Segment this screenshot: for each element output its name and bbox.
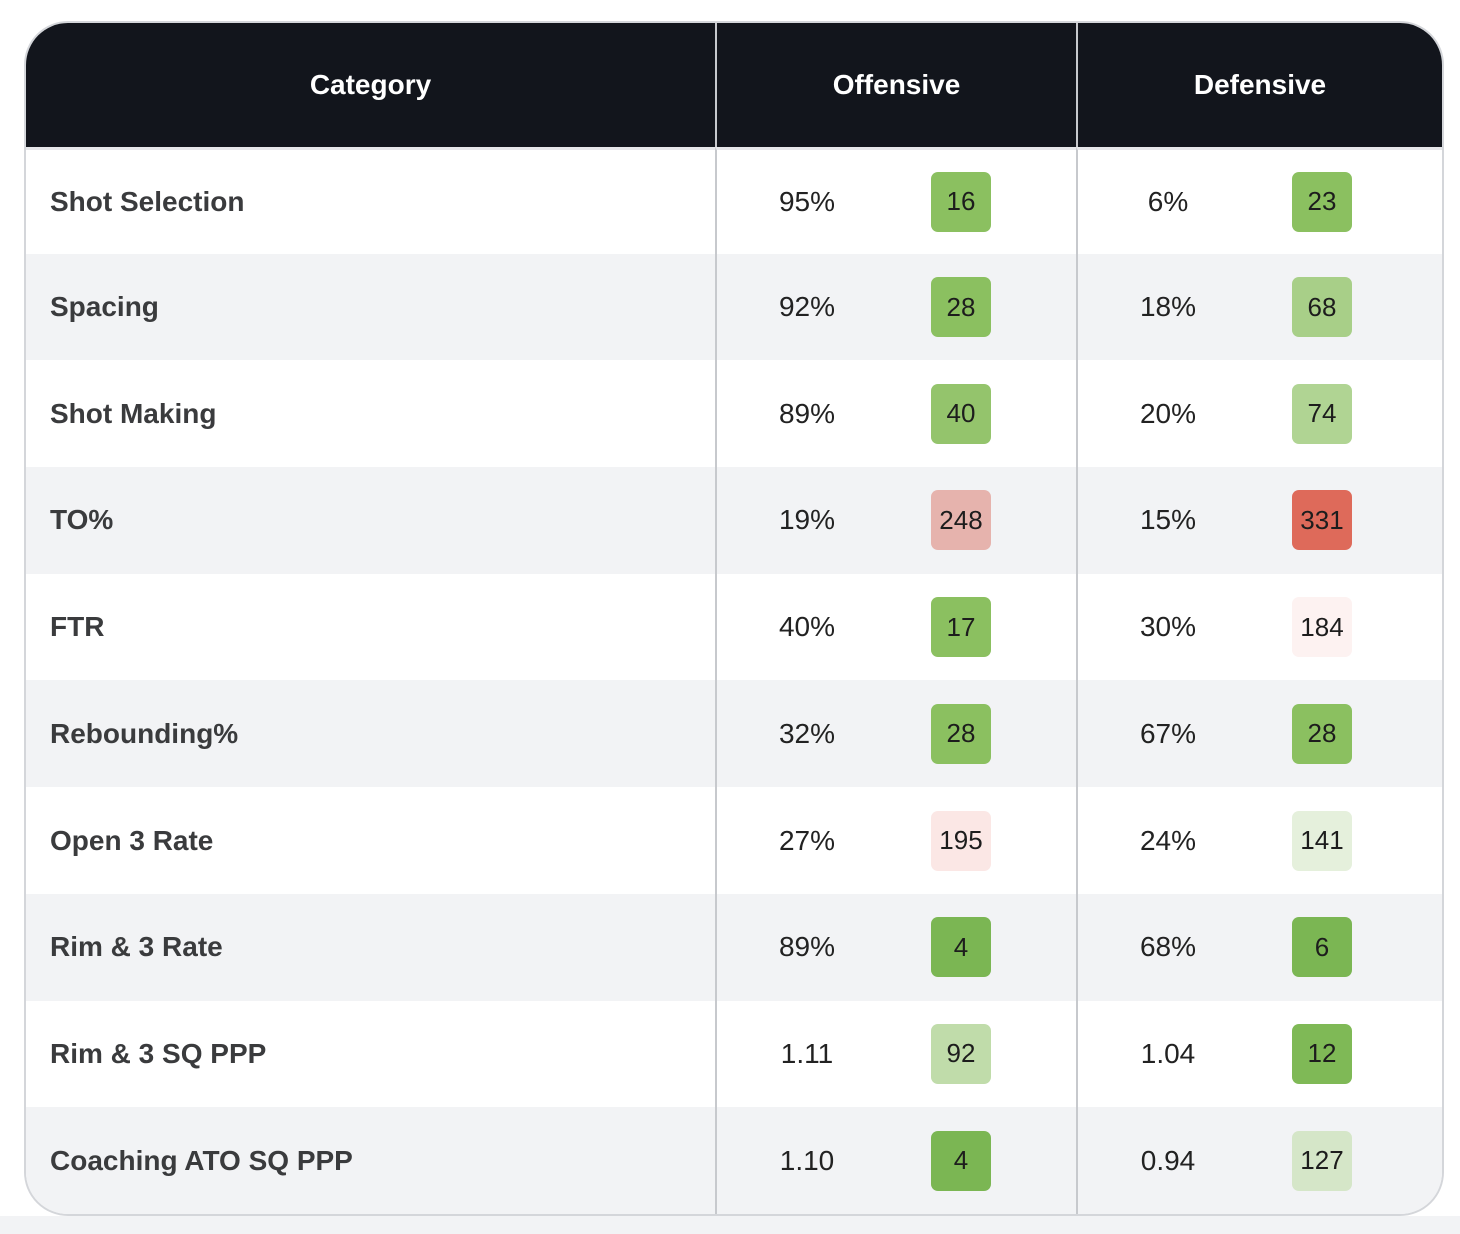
category-text: Rim & 3 Rate — [50, 931, 223, 963]
offensive-rank-badge: 248 — [931, 490, 991, 551]
offensive-rank-badge: 40 — [931, 383, 991, 444]
defensive-value: 1.04 — [1140, 1037, 1196, 1069]
category-label: Open 3 Rate — [26, 787, 715, 894]
offensive-cell: 32% 28 — [715, 680, 1076, 788]
stats-table: Category Offensive Defensive Shot Select… — [26, 23, 1442, 1214]
category-text: Spacing — [50, 291, 159, 323]
category-text: Rim & 3 SQ PPP — [50, 1037, 267, 1069]
defensive-rank-badge: 28 — [1292, 703, 1352, 764]
category-text: Shot Selection — [50, 185, 245, 217]
defensive-rank-badge: 184 — [1292, 597, 1352, 658]
defensive-rank-badge: 23 — [1292, 171, 1352, 232]
category-label: Rim & 3 SQ PPP — [26, 1001, 715, 1108]
offensive-value: 89% — [778, 931, 836, 963]
offensive-value: 1.11 — [780, 1037, 834, 1069]
offensive-cell: 1.11 92 — [715, 1000, 1076, 1108]
category-text: FTR — [50, 611, 105, 643]
defensive-value: 67% — [1139, 717, 1197, 749]
defensive-rank-badge: 6 — [1292, 917, 1352, 978]
defensive-cell: 67% 28 — [1076, 680, 1442, 788]
offensive-rank-badge: 28 — [931, 703, 991, 764]
defensive-cell: 30% 184 — [1076, 573, 1442, 681]
category-label: Rim & 3 Rate — [26, 893, 715, 1001]
offensive-cell: 40% 17 — [715, 573, 1076, 681]
defensive-rank-badge: 141 — [1292, 810, 1352, 871]
defensive-value: 15% — [1139, 504, 1197, 536]
category-text: TO% — [50, 504, 114, 536]
category-label: Shot Making — [26, 360, 715, 467]
defensive-value: 68% — [1139, 931, 1197, 963]
category-text: Shot Making — [50, 397, 217, 429]
defensive-rank-badge: 331 — [1292, 490, 1352, 551]
defensive-rank-badge: 68 — [1292, 277, 1352, 338]
category-text: Rebounding% — [50, 717, 239, 749]
category-label: Spacing — [26, 253, 715, 361]
category-label: Coaching ATO SQ PPP — [26, 1107, 715, 1214]
defensive-cell: 6% 23 — [1076, 147, 1442, 254]
category-label: Shot Selection — [26, 147, 715, 254]
defensive-value: 18% — [1139, 291, 1197, 323]
header-category[interactable]: Category — [26, 23, 715, 147]
header-offensive[interactable]: Offensive — [715, 23, 1076, 147]
offensive-cell: 95% 16 — [715, 147, 1076, 254]
offensive-rank-badge: 16 — [931, 171, 991, 232]
defensive-value: 20% — [1139, 397, 1197, 429]
defensive-rank-badge: 127 — [1292, 1130, 1352, 1191]
offensive-cell: 27% 195 — [715, 787, 1076, 894]
offensive-value: 32% — [778, 717, 836, 749]
offensive-value: 92% — [778, 291, 836, 323]
offensive-rank-badge: 92 — [931, 1023, 991, 1084]
defensive-cell: 18% 68 — [1076, 253, 1442, 361]
defensive-cell: 20% 74 — [1076, 360, 1442, 468]
category-text: Coaching ATO SQ PPP — [50, 1144, 353, 1176]
offensive-cell: 19% 248 — [715, 467, 1076, 574]
category-label: FTR — [26, 574, 715, 681]
stats-table-card: Category Offensive Defensive Shot Select… — [24, 21, 1444, 1216]
offensive-cell: 1.10 4 — [715, 1107, 1076, 1214]
defensive-cell: 15% 331 — [1076, 467, 1442, 574]
offensive-value: 95% — [778, 185, 836, 217]
offensive-cell: 89% 40 — [715, 360, 1076, 468]
defensive-rank-badge: 74 — [1292, 383, 1352, 444]
category-label: TO% — [26, 467, 715, 574]
offensive-value: 19% — [778, 504, 836, 536]
defensive-value: 24% — [1139, 824, 1197, 856]
offensive-rank-badge: 4 — [931, 917, 991, 978]
defensive-cell: 68% 6 — [1076, 893, 1442, 1001]
defensive-value: 6% — [1147, 185, 1189, 217]
offensive-cell: 89% 4 — [715, 893, 1076, 1001]
category-text: Open 3 Rate — [50, 824, 214, 856]
page-bottom-band — [0, 1216, 1460, 1234]
header-defensive[interactable]: Defensive — [1076, 23, 1442, 147]
offensive-rank-badge: 4 — [931, 1130, 991, 1191]
defensive-cell: 1.04 12 — [1076, 1000, 1442, 1108]
offensive-value: 1.10 — [779, 1144, 835, 1176]
offensive-value: 27% — [778, 824, 836, 856]
offensive-value: 40% — [778, 611, 836, 643]
defensive-rank-badge: 12 — [1292, 1023, 1352, 1084]
defensive-cell: 24% 141 — [1076, 787, 1442, 894]
defensive-cell: 0.94 127 — [1076, 1107, 1442, 1214]
offensive-value: 89% — [778, 397, 836, 429]
offensive-rank-badge: 195 — [931, 810, 991, 871]
defensive-value: 30% — [1139, 611, 1197, 643]
defensive-value: 0.94 — [1140, 1144, 1196, 1176]
offensive-rank-badge: 17 — [931, 597, 991, 658]
offensive-cell: 92% 28 — [715, 253, 1076, 361]
category-label: Rebounding% — [26, 680, 715, 788]
offensive-rank-badge: 28 — [931, 277, 991, 338]
